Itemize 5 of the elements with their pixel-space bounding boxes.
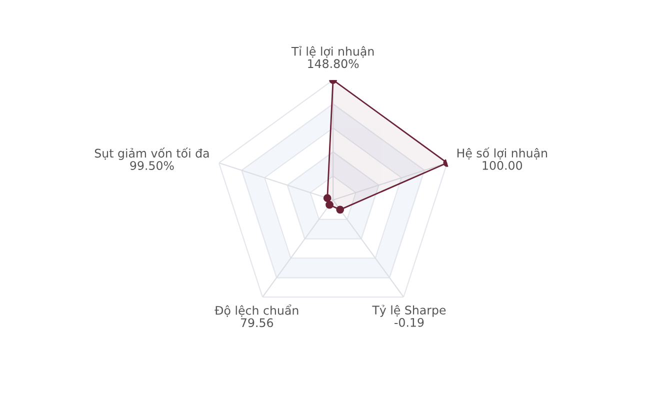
spoke-label: Hệ số lợi nhuận 100.00 bbox=[457, 147, 548, 170]
spoke-label: Sụt giảm vốn tối đa 99.50% bbox=[94, 148, 209, 170]
spoke-label: Tỷ lệ Sharpe -0.19 bbox=[372, 304, 446, 327]
spoke-label: Tỉ lệ lợi nhuận 148.80% bbox=[291, 46, 374, 68]
spoke-label: Độ lệch chuẩn 79.56 bbox=[214, 304, 298, 328]
